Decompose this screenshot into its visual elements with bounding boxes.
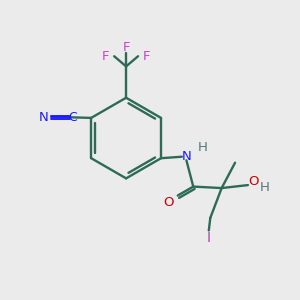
Text: N: N (39, 111, 49, 124)
Text: I: I (207, 231, 211, 244)
Text: H: H (197, 141, 207, 154)
Text: F: F (122, 41, 130, 54)
Text: F: F (102, 50, 110, 63)
Text: H: H (260, 181, 270, 194)
Text: C: C (68, 111, 77, 124)
Text: O: O (248, 175, 259, 188)
Text: O: O (163, 196, 173, 209)
Text: F: F (143, 50, 150, 63)
Text: N: N (182, 150, 191, 163)
